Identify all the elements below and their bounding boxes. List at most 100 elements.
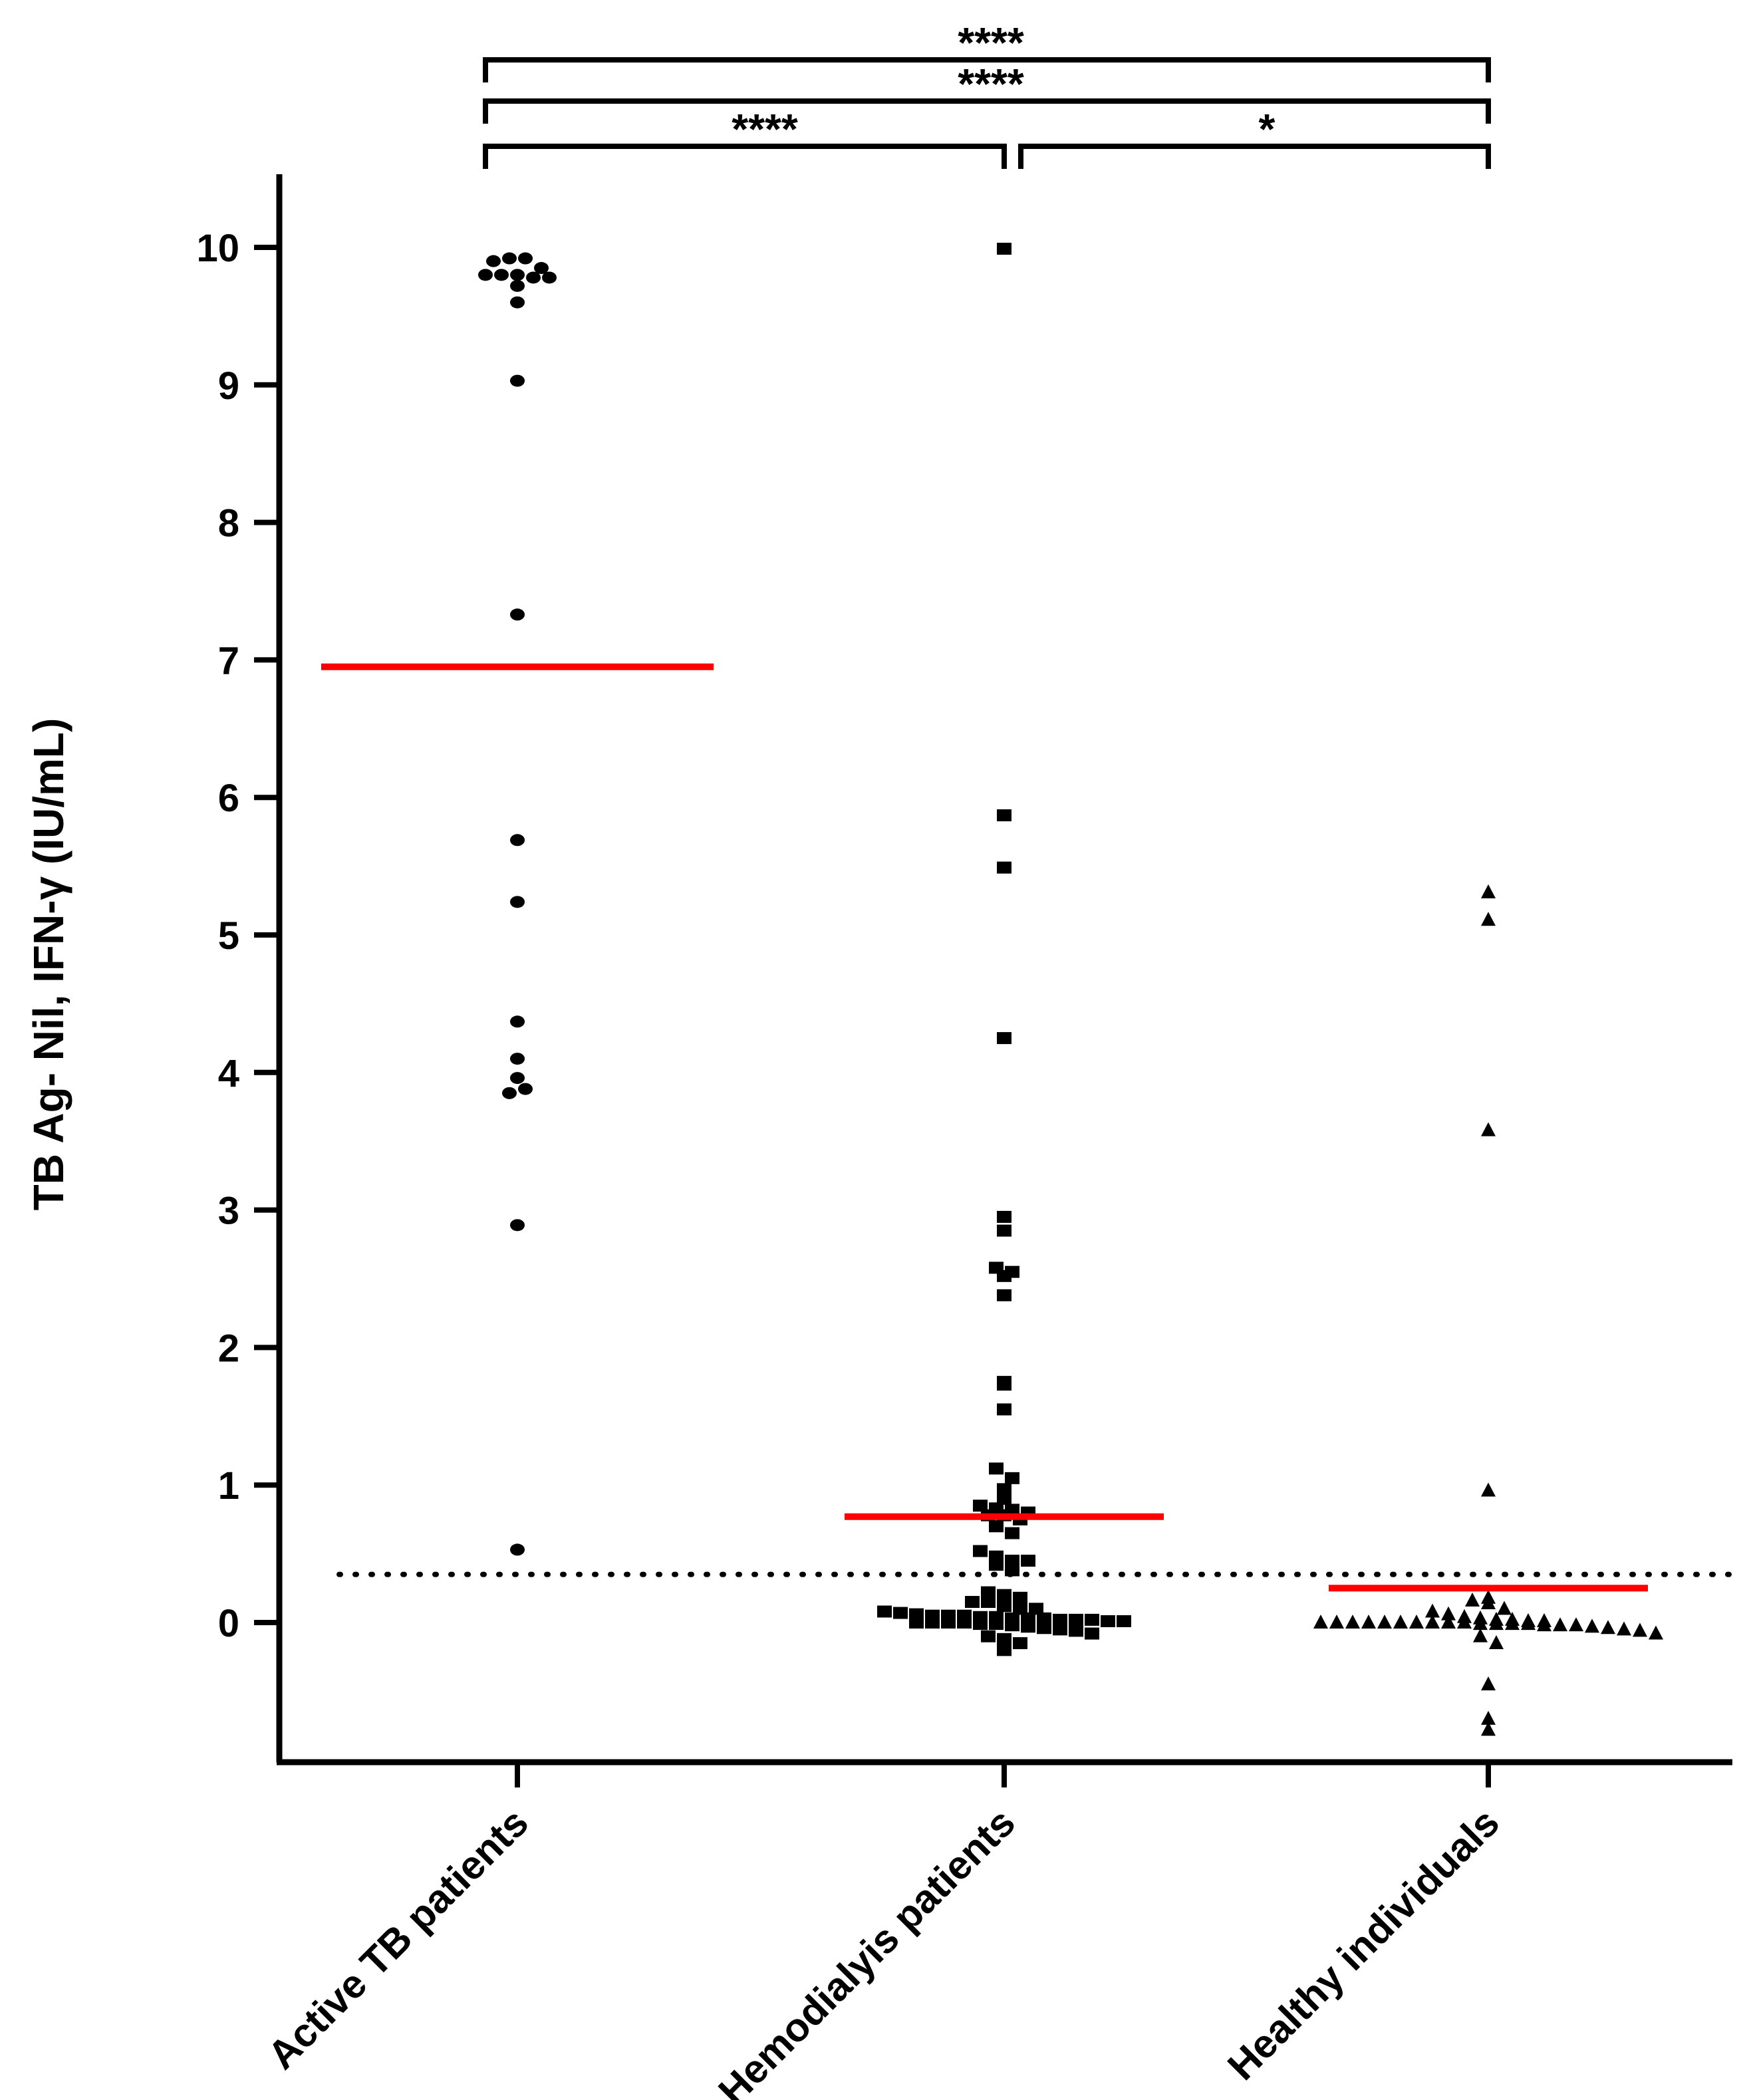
data-point-triangle: [1649, 1625, 1663, 1640]
data-point-triangle: [1313, 1615, 1328, 1629]
data-point-triangle: [1481, 1122, 1496, 1136]
data-point-triangle: [1617, 1621, 1631, 1636]
data-point-circle: [494, 269, 509, 281]
data-point-square: [1069, 1625, 1083, 1637]
data-point-square: [957, 1617, 972, 1629]
data-point-square: [1013, 1637, 1027, 1650]
data-point-circle: [518, 252, 533, 265]
data-point-square: [1069, 1613, 1083, 1626]
significance-label: ****: [732, 105, 798, 153]
y-tick-label: 4: [218, 1052, 239, 1095]
data-point-square: [1005, 1554, 1019, 1567]
significance-label: ****: [958, 19, 1024, 66]
data-point-square: [1085, 1627, 1099, 1640]
data-point-square: [997, 1289, 1011, 1301]
data-point-triangle: [1481, 1722, 1496, 1736]
data-point-square: [1053, 1613, 1067, 1626]
data-point-square: [997, 1600, 1011, 1613]
y-tick-label: 10: [196, 227, 239, 270]
data-point-square: [1117, 1615, 1131, 1627]
data-point-square: [925, 1617, 940, 1629]
data-point-square: [893, 1607, 908, 1619]
data-point-square: [997, 1644, 1011, 1656]
data-point-triangle: [1425, 1603, 1440, 1618]
significance-bracket: [483, 57, 1491, 82]
data-point-circle: [526, 271, 541, 284]
data-point-triangle: [1553, 1617, 1567, 1632]
data-point-square: [981, 1630, 996, 1642]
data-point-square: [1005, 1564, 1019, 1577]
data-point-square: [997, 243, 1011, 255]
data-point-triangle: [1329, 1615, 1344, 1629]
data-point-square: [997, 809, 1011, 822]
data-point-circle: [534, 262, 549, 275]
data-point-triangle: [1497, 1601, 1512, 1615]
data-point-square: [1005, 1472, 1019, 1484]
significance-label: ****: [958, 60, 1024, 108]
data-point-triangle: [1361, 1615, 1376, 1629]
data-point-square: [909, 1617, 924, 1629]
data-point-square: [1005, 1619, 1019, 1632]
significance-bracket: [483, 144, 1007, 169]
data-points: [478, 243, 1663, 1736]
data-point-circle: [510, 374, 525, 387]
data-point-square: [997, 861, 1011, 874]
data-point-triangle: [1585, 1619, 1599, 1633]
data-point-circle: [510, 269, 525, 281]
data-point-square: [1053, 1623, 1067, 1636]
data-point-square: [997, 1633, 1011, 1645]
y-tick-label: 6: [218, 777, 239, 820]
data-point-circle: [510, 1072, 525, 1085]
data-point-triangle: [1409, 1615, 1424, 1629]
data-point-triangle: [1465, 1592, 1480, 1607]
data-point-triangle: [1569, 1617, 1583, 1632]
y-tick-label: 7: [218, 639, 239, 682]
data-point-circle: [510, 279, 525, 292]
data-point-triangle: [1537, 1617, 1551, 1632]
data-point-circle: [510, 296, 525, 309]
data-point-circle: [510, 1543, 525, 1556]
data-point-triangle: [1441, 1615, 1456, 1629]
data-point-square: [981, 1586, 996, 1599]
data-point-square: [997, 1483, 1011, 1496]
data-point-square: [877, 1605, 892, 1618]
data-point-square: [989, 1618, 1004, 1631]
data-point-circle: [502, 1087, 517, 1099]
significance-bracket: [483, 98, 1491, 124]
data-point-circle: [510, 1015, 525, 1028]
data-point-triangle: [1489, 1616, 1504, 1631]
data-point-triangle: [1601, 1620, 1615, 1635]
data-point-square: [997, 1210, 1011, 1223]
data-point-triangle: [1473, 1628, 1488, 1642]
y-tick-label: 0: [218, 1602, 239, 1645]
data-point-circle: [478, 269, 493, 281]
data-point-circle: [486, 255, 501, 267]
data-point-triangle: [1393, 1615, 1408, 1629]
data-point-square: [1037, 1612, 1051, 1625]
data-point-triangle: [1521, 1616, 1536, 1631]
y-tick-label: 3: [218, 1190, 239, 1233]
data-point-triangle: [1481, 1595, 1496, 1610]
data-point-square: [989, 1559, 1004, 1571]
data-point-square: [1021, 1621, 1035, 1633]
data-point-circle: [502, 252, 517, 265]
data-point-square: [941, 1617, 956, 1629]
data-point-square: [997, 1269, 1011, 1282]
median-lines: [321, 663, 1648, 1592]
data-point-circle: [518, 1083, 533, 1095]
data-point-triangle: [1481, 1676, 1496, 1691]
data-point-circle: [510, 1219, 525, 1232]
data-point-triangle: [1457, 1615, 1472, 1629]
data-point-triangle: [1481, 884, 1496, 898]
data-point-circle: [510, 834, 525, 847]
data-point-triangle: [1481, 1482, 1496, 1497]
data-point-square: [1021, 1554, 1035, 1567]
data-point-square: [997, 1589, 1011, 1601]
data-point-square: [981, 1595, 996, 1608]
data-point-square: [997, 1403, 1011, 1416]
data-point-triangle: [1481, 912, 1496, 926]
data-point-square: [997, 1032, 1011, 1045]
data-point-square: [989, 1462, 1004, 1475]
data-point-triangle: [1505, 1616, 1520, 1631]
